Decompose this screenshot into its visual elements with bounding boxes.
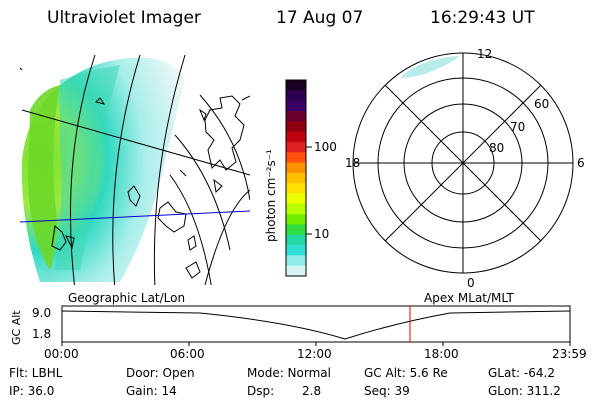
map-title: Geographic Lat/Lon (68, 291, 186, 305)
mlat-label-60: 60 (534, 97, 550, 111)
instrument-title: Ultraviolet Imager (47, 8, 201, 28)
colorbar-unit-label: photon cm⁻²s⁻¹ (264, 149, 278, 242)
polar-plot (352, 52, 574, 274)
info-glon: GLon: 311.2 (488, 384, 561, 398)
date-label: 17 Aug 07 (276, 8, 364, 28)
mlt-label-18: 18 (345, 156, 361, 170)
colorbar-tick-100: 100 (314, 140, 337, 154)
mlt-label-0: 0 (467, 276, 475, 290)
polar-aurora (400, 56, 460, 78)
mlat-label-80: 80 (489, 141, 505, 155)
time-label: 16:29:43 UT (430, 8, 535, 28)
colorbar-segment (286, 183, 306, 195)
colorbar-segment (286, 90, 306, 102)
alt-ytick-9: 9.0 (32, 306, 52, 320)
colorbar-segment (286, 110, 306, 122)
alt-xtick-1200: 12:00 (297, 347, 332, 361)
mlt-label-12: 12 (477, 47, 493, 61)
colorbar-segment (286, 255, 306, 267)
info-seq: Seq: 39 (364, 384, 410, 398)
alt-xtick-0600: 06:00 (170, 347, 205, 361)
alt-ylabel: GC Alt (10, 310, 23, 345)
mlt-label-6: 6 (577, 156, 585, 170)
info-dsp-value: 2.8 (302, 384, 322, 398)
colorbar-segment (286, 152, 306, 164)
altitude-plot (61, 305, 571, 346)
colorbar-tick-10: 10 (314, 227, 330, 241)
colorbar-segment (286, 265, 306, 277)
colorbar-segment (286, 162, 306, 174)
info-dsp-label: Dsp: (247, 384, 275, 398)
alt-ytick-1-8: 1.8 (32, 327, 52, 341)
colorbar-segment (286, 193, 306, 205)
colorbar-segment (286, 121, 306, 133)
colorbar-segment (286, 172, 306, 184)
colorbar-segment (286, 131, 306, 143)
info-glat: GLat: -64.2 (488, 366, 555, 380)
colorbar-segment (286, 234, 306, 246)
colorbar-segment (286, 141, 306, 153)
geographic-map (20, 54, 250, 285)
alt-xtick-1800: 18:00 (424, 347, 459, 361)
info-door: Door: Open (126, 366, 195, 380)
altitude-curve (61, 310, 571, 340)
colorbar-segment (286, 203, 306, 215)
info-ip: IP: 36.0 (9, 384, 55, 398)
apex-title: Apex MLat/MLT (424, 291, 514, 305)
colorbar-segment (286, 214, 306, 226)
colorbar-segment (286, 100, 306, 112)
alt-xtick-2359: 23:59 (552, 347, 587, 361)
colorbar-segment (286, 245, 306, 256)
info-mode: Mode: Normal (247, 366, 331, 380)
colorbar-segment (286, 80, 306, 91)
colorbar-segment (286, 224, 306, 236)
mlat-label-70: 70 (510, 120, 526, 134)
info-gc-alt: GC Alt: 5.6 Re (364, 366, 448, 380)
colorbar (285, 79, 312, 277)
alt-xtick-0000: 00:00 (44, 347, 79, 361)
info-flt: Flt: LBHL (9, 366, 63, 380)
track-line (20, 210, 250, 223)
info-gain: Gain: 14 (126, 384, 177, 398)
